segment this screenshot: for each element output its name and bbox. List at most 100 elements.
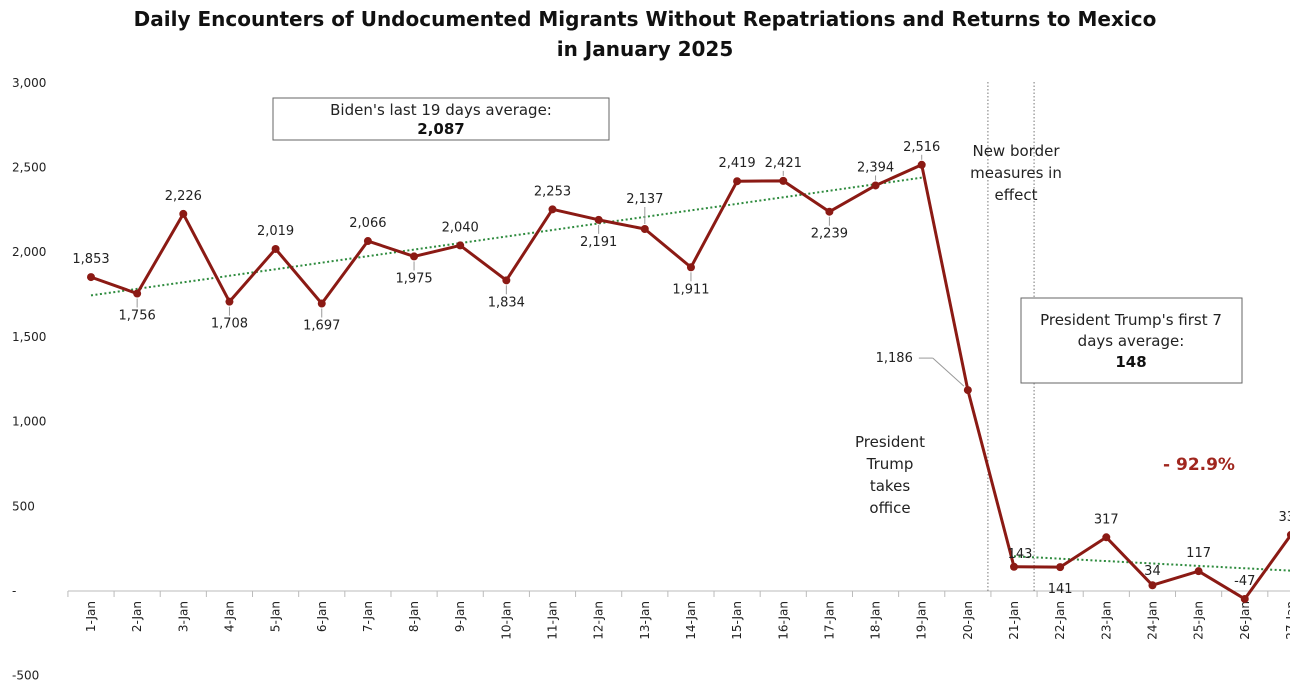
data-label: 1,975: [395, 271, 432, 286]
x-tick-label: 8-Jan: [407, 601, 421, 632]
trump-takes-office-note: President: [855, 433, 925, 451]
x-tick-label: 12-Jan: [592, 601, 606, 640]
x-tick-label: 24-Jan: [1145, 601, 1159, 640]
data-point: [825, 207, 834, 216]
data-point: [502, 276, 511, 285]
y-tick-label: 2,500: [12, 161, 46, 175]
x-tick-label: 25-Jan: [1192, 601, 1206, 640]
data-point: [963, 386, 972, 395]
data-label: 2,239: [811, 227, 848, 242]
data-point: [640, 224, 649, 233]
data-point: [733, 177, 742, 186]
x-tick-label: 17-Jan: [822, 601, 836, 640]
data-point: [456, 241, 465, 250]
data-point: [225, 297, 234, 306]
x-tick-label: 6-Jan: [315, 601, 329, 632]
x-tick-label: 11-Jan: [546, 601, 560, 640]
y-tick-label: 500: [12, 499, 35, 513]
x-tick-label: 19-Jan: [915, 601, 929, 640]
x-tick-label: 20-Jan: [961, 601, 975, 640]
data-label: 1,853: [72, 252, 109, 267]
data-point: [1102, 533, 1111, 542]
trump-average-label-line-1: President Trump's first 7: [1040, 311, 1222, 329]
data-label: 2,040: [442, 220, 479, 235]
x-tick-label: 22-Jan: [1053, 601, 1067, 640]
data-point: [1240, 594, 1249, 603]
chart-title-line-2: in January 2025: [556, 37, 734, 61]
trump-average-value: 148: [1115, 353, 1146, 371]
y-tick-label: 1,500: [12, 330, 46, 344]
data-label: 2,226: [165, 189, 202, 204]
data-label: 143: [1008, 547, 1033, 562]
data-label: -47: [1234, 574, 1255, 589]
trendline: [90, 176, 922, 297]
x-tick-label: 9-Jan: [453, 601, 467, 632]
x-tick-label: 2-Jan: [130, 601, 144, 632]
border-measures-note: effect: [995, 186, 1038, 204]
data-point: [917, 160, 926, 169]
data-label: 2,253: [534, 184, 571, 199]
trump-takes-office-note: office: [869, 499, 910, 517]
data-label: 141: [1048, 582, 1073, 597]
x-tick-label: 18-Jan: [869, 601, 883, 640]
percent-change-label: - 92.9%: [1163, 455, 1235, 475]
data-point: [363, 237, 372, 246]
y-tick-label: -: [12, 584, 16, 598]
data-point: [686, 263, 695, 272]
chart-title: Daily Encounters of Undocumented Migrant…: [0, 4, 1290, 64]
biden-average-label: Biden's last 19 days average:: [330, 101, 552, 119]
border-measures-note: New border: [972, 142, 1060, 160]
y-tick-label: -500: [12, 669, 39, 683]
data-label: 2,394: [857, 160, 894, 175]
data-point: [871, 181, 880, 190]
x-tick-label: 15-Jan: [730, 601, 744, 640]
data-label: 331: [1278, 510, 1290, 525]
data-label: 2,516: [903, 140, 940, 155]
x-tick-label: 27-Jan: [1284, 601, 1290, 640]
data-point: [1056, 563, 1065, 572]
data-labels: 1,853 1,756 2,226 1,708 2,019 1,697 2,066 1,975…: [72, 140, 1290, 597]
data-label: 1,708: [211, 317, 248, 332]
data-point: [410, 252, 419, 261]
x-tick-label: 5-Jan: [269, 601, 283, 632]
data-label: 2,019: [257, 224, 294, 239]
y-tick-label: 3,000: [12, 76, 46, 90]
data-point: [1194, 567, 1203, 576]
biden-average-value: 2,087: [417, 120, 464, 138]
x-tick-label: 1-Jan: [84, 601, 98, 632]
data-label: 1,834: [488, 295, 525, 310]
data-point: [594, 215, 603, 224]
border-measures-note: measures in: [970, 164, 1062, 182]
data-label: 1,186: [876, 351, 913, 366]
data-point: [271, 244, 280, 253]
x-tick-label: 21-Jan: [1007, 601, 1021, 640]
x-tick-label: 10-Jan: [499, 601, 513, 640]
x-tick-label: 3-Jan: [176, 601, 190, 632]
data-label: 34: [1144, 564, 1161, 579]
data-label: 2,419: [718, 156, 755, 171]
data-point: [1286, 531, 1290, 539]
x-tick-label: 4-Jan: [222, 601, 236, 632]
data-label: 2,191: [580, 235, 617, 250]
data-point: [1148, 581, 1157, 590]
data-label: 2,137: [626, 192, 663, 207]
data-point: [548, 205, 557, 214]
data-point: [317, 299, 326, 308]
data-point: [87, 273, 95, 282]
data-point: [179, 209, 188, 218]
data-label: 117: [1186, 546, 1211, 561]
y-tick-label: 1,000: [12, 415, 46, 429]
trump-takes-office-note: takes: [870, 477, 910, 495]
biden-average-box: [272, 97, 610, 141]
series-line: [87, 160, 1290, 603]
data-label: 2,066: [349, 216, 386, 231]
x-tick-label: 16-Jan: [776, 601, 790, 640]
data-label: 317: [1094, 512, 1119, 527]
x-tick-label: 14-Jan: [684, 601, 698, 640]
leader-line: [932, 357, 965, 387]
x-tick-label: 13-Jan: [638, 601, 652, 640]
annotations: Biden's last 19 days average:2,087 Presid…: [272, 97, 1243, 517]
data-label: 2,421: [765, 156, 802, 171]
data-point: [779, 176, 788, 185]
